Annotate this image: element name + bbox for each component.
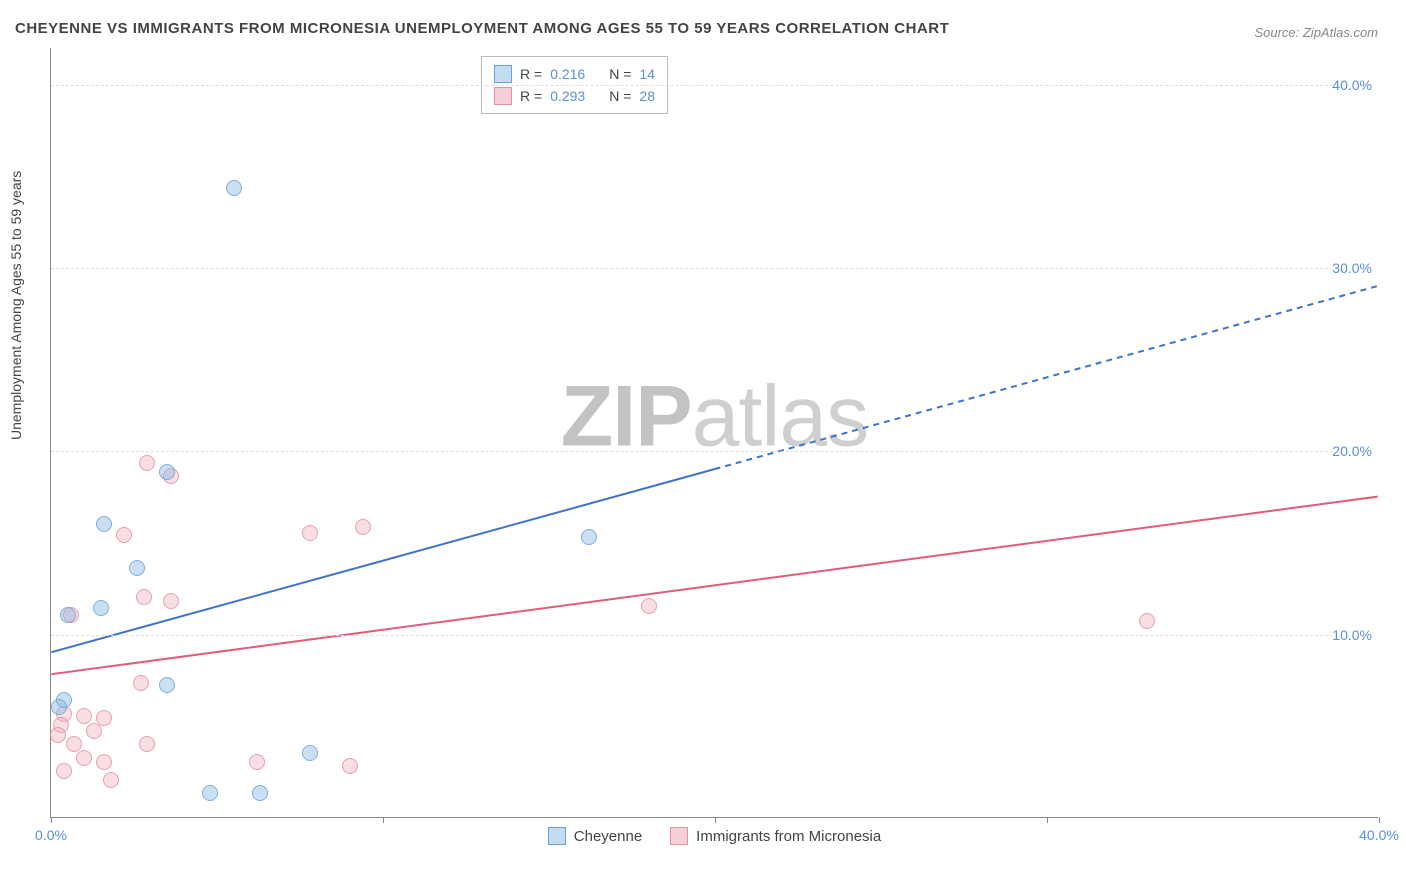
legend-swatch (670, 827, 688, 845)
scatter-marker (139, 736, 155, 752)
trend-line-solid (51, 497, 1377, 675)
scatter-marker (60, 607, 76, 623)
scatter-marker (581, 529, 597, 545)
x-tick-label: 40.0% (1359, 827, 1399, 843)
legend-swatch (494, 87, 512, 105)
scatter-marker (93, 600, 109, 616)
legend-r-label: R = (520, 63, 542, 85)
y-tick-label: 30.0% (1332, 260, 1384, 276)
scatter-marker (1139, 613, 1155, 629)
legend-series: Cheyenne Immigrants from Micronesia (51, 827, 1378, 845)
x-tick (51, 817, 52, 823)
trend-line-solid (51, 469, 714, 652)
scatter-marker (129, 560, 145, 576)
scatter-marker (163, 593, 179, 609)
legend-correlation-row: R = 0.293 N = 28 (494, 85, 655, 107)
scatter-marker (302, 525, 318, 541)
legend-series-item: Cheyenne (548, 827, 642, 845)
legend-series-item: Immigrants from Micronesia (670, 827, 881, 845)
legend-swatch (548, 827, 566, 845)
y-tick-label: 40.0% (1332, 77, 1384, 93)
legend-n-label: N = (609, 63, 631, 85)
legend-series-label: Immigrants from Micronesia (696, 828, 881, 845)
y-tick-label: 10.0% (1332, 627, 1384, 643)
legend-swatch (494, 65, 512, 83)
scatter-marker (86, 723, 102, 739)
legend-correlation-row: R = 0.216 N = 14 (494, 63, 655, 85)
scatter-marker (103, 772, 119, 788)
x-tick (1379, 817, 1380, 823)
chart-title: CHEYENNE VS IMMIGRANTS FROM MICRONESIA U… (15, 20, 949, 37)
source-attribution: Source: ZipAtlas.com (1254, 25, 1378, 40)
scatter-marker (76, 708, 92, 724)
legend-n-value: 14 (639, 63, 655, 85)
scatter-marker (66, 736, 82, 752)
x-tick-label: 0.0% (35, 827, 67, 843)
x-tick (715, 817, 716, 823)
x-tick (383, 817, 384, 823)
scatter-marker (50, 727, 66, 743)
scatter-marker (202, 785, 218, 801)
scatter-marker (355, 519, 371, 535)
scatter-marker (136, 589, 152, 605)
x-tick (1047, 817, 1048, 823)
legend-r-label: R = (520, 85, 542, 107)
trend-line-dashed (715, 286, 1378, 469)
legend-r-value: 0.293 (550, 85, 585, 107)
scatter-marker (342, 758, 358, 774)
watermark-light: atlas (692, 369, 869, 465)
plot-area: ZIPatlas R =0.216N =14R =0.293N =28 Chey… (50, 48, 1378, 818)
grid-line (51, 268, 1378, 269)
scatter-marker (51, 699, 67, 715)
scatter-marker (252, 785, 268, 801)
scatter-marker (159, 677, 175, 693)
watermark-bold: ZIP (561, 369, 692, 465)
grid-line (51, 451, 1378, 452)
scatter-marker (159, 464, 175, 480)
legend-series-label: Cheyenne (574, 828, 642, 845)
scatter-marker (96, 754, 112, 770)
scatter-marker (116, 527, 132, 543)
grid-line (51, 635, 1378, 636)
scatter-marker (76, 750, 92, 766)
grid-line (51, 85, 1378, 86)
scatter-marker (226, 180, 242, 196)
scatter-marker (133, 675, 149, 691)
scatter-marker (96, 516, 112, 532)
scatter-marker (302, 745, 318, 761)
legend-r-value: 0.216 (550, 63, 585, 85)
legend-n-label: N = (609, 85, 631, 107)
scatter-marker (56, 763, 72, 779)
y-axis-label: Unemployment Among Ages 55 to 59 years (8, 171, 24, 440)
scatter-marker (249, 754, 265, 770)
y-tick-label: 20.0% (1332, 443, 1384, 459)
trend-lines-svg (51, 48, 1378, 817)
legend-n-value: 28 (639, 85, 655, 107)
scatter-marker (641, 598, 657, 614)
scatter-marker (139, 455, 155, 471)
